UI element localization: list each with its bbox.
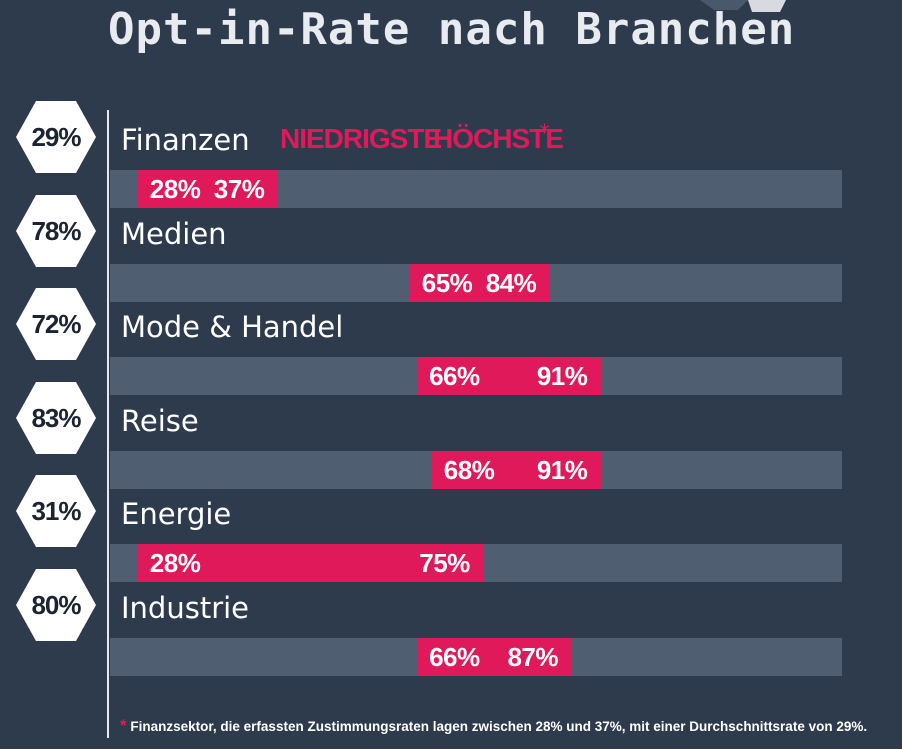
high-value-label: 37% xyxy=(213,174,265,204)
chart-row: 72% Mode & Handel 66% 91% xyxy=(0,288,902,395)
category-label: Medien xyxy=(121,216,227,251)
range-track: 28% 37% xyxy=(110,170,842,208)
footnote-text: Finanzsektor, die erfassten Zustimmungsr… xyxy=(130,719,868,734)
range-bar xyxy=(417,357,601,395)
category-label: Finanzen xyxy=(121,123,250,157)
chart-row: 29% Finanzen NIEDRIGSTE HÖCHSTE * 28% 37% xyxy=(0,101,902,208)
axis-line xyxy=(107,110,109,738)
average-hexagon: 83% xyxy=(16,381,96,454)
range-track: 28% 75% xyxy=(110,544,842,582)
category-label: Energie xyxy=(121,497,232,531)
average-label: 29% xyxy=(31,122,81,152)
chart-row: 78% Medien 65% 84% xyxy=(0,194,902,302)
high-value-label: 91% xyxy=(536,454,588,485)
low-value-label: 28% xyxy=(149,174,201,204)
legend-highest: HÖCHSTE xyxy=(433,123,564,154)
range-bar xyxy=(137,544,484,582)
average-hexagon: 78% xyxy=(16,194,96,267)
low-value-label: 68% xyxy=(443,454,495,485)
average-hexagon: 31% xyxy=(16,475,96,547)
average-hexagon: 80% xyxy=(16,568,96,641)
low-value-label: 28% xyxy=(149,548,201,578)
range-track: 65% 84% xyxy=(110,263,842,302)
average-hexagon: 29% xyxy=(16,101,96,173)
range-bar xyxy=(409,263,550,302)
chart-title: Opt-in-Rate nach Branchen xyxy=(108,4,796,55)
high-value-label: 87% xyxy=(507,641,558,672)
average-label: 72% xyxy=(31,309,81,339)
low-value-label: 66% xyxy=(429,361,480,391)
low-value-label: 65% xyxy=(421,267,473,298)
chart-row: 83% Reise 68% 91% xyxy=(0,381,902,489)
footnote-star: * xyxy=(120,716,127,735)
range-track: 68% 91% xyxy=(110,450,842,489)
average-label: 83% xyxy=(31,402,81,433)
range-track: 66% 91% xyxy=(110,357,842,395)
average-label: 78% xyxy=(31,215,81,246)
high-value-label: 75% xyxy=(419,548,470,578)
range-bar xyxy=(417,637,572,676)
chart-row: 31% Energie 28% 75% xyxy=(0,475,902,582)
low-value-label: 66% xyxy=(429,641,480,672)
range-bar xyxy=(137,170,278,208)
average-label: 31% xyxy=(31,496,81,526)
category-label: Industrie xyxy=(121,590,250,625)
chart-row: 80% Industrie 66% 87% xyxy=(0,568,902,676)
category-label: Mode & Handel xyxy=(121,310,344,344)
legend-asterisk: * xyxy=(539,121,550,146)
high-value-label: 84% xyxy=(485,267,537,298)
range-track: 66% 87% xyxy=(110,637,842,676)
category-label: Reise xyxy=(121,403,199,438)
range-bar xyxy=(431,450,601,489)
corner-decoration xyxy=(700,0,790,18)
footnote: * Finanzsektor, die erfassten Zustimmung… xyxy=(120,716,867,736)
legend-lowest: NIEDRIGSTE xyxy=(280,123,442,154)
high-value-label: 91% xyxy=(536,361,588,391)
average-label: 80% xyxy=(31,589,81,620)
average-hexagon: 72% xyxy=(16,288,96,360)
